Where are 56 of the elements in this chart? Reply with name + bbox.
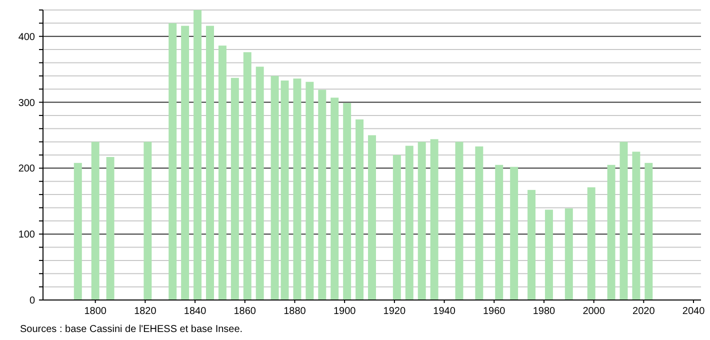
bar [368,135,376,300]
bar [181,26,190,300]
bar [632,152,640,300]
bar [607,164,616,300]
bar [495,164,504,300]
bar [293,78,302,300]
x-tick-label: 1800 [84,306,107,317]
y-tick-label: 100 [18,230,36,241]
x-tick-label: 1960 [483,306,506,317]
x-tick-label: 1820 [134,306,157,317]
source-note: Sources : base Cassini de l'EHESS et base Insee. [20,324,243,335]
bar [644,162,653,300]
x-tick-label: 1940 [433,306,456,317]
bar [510,166,518,300]
x-tick-label: 1880 [284,306,306,317]
y-tick-label: 200 [18,164,36,175]
y-tick-label: 300 [18,98,36,109]
bar [106,156,114,300]
bar [392,155,401,300]
x-tick-label: 1860 [234,306,256,317]
bar [430,139,438,300]
bar [74,162,82,300]
bar [564,208,573,300]
y-tick-label: 0 [29,296,36,306]
x-tick-label: 1920 [383,306,406,317]
bar [405,146,414,300]
bar [194,10,202,300]
x-tick-label: 1900 [333,306,356,317]
bar [91,142,100,300]
bar [475,146,484,300]
y-tick-label: 400 [18,32,36,43]
bar [243,52,252,300]
bar [343,102,352,300]
bar [256,66,264,300]
bar [280,80,289,300]
bar [168,23,177,300]
bar [356,119,364,300]
bar [455,142,464,300]
x-tick-label: 2020 [632,306,656,317]
x-tick-label: 1840 [184,306,207,317]
bar [330,98,339,300]
bar [206,26,214,300]
bar [218,46,226,300]
bar [528,190,536,300]
bar [306,82,314,300]
x-tick-label: 1980 [532,306,556,317]
x-tick-label: 2040 [682,306,706,317]
bar [318,90,326,300]
bar [418,142,426,300]
bar [230,78,239,300]
bar [544,210,553,300]
x-tick-label: 2000 [582,306,606,317]
bar [620,142,628,300]
bar [144,142,152,300]
bar [587,187,596,300]
bar [270,76,279,300]
